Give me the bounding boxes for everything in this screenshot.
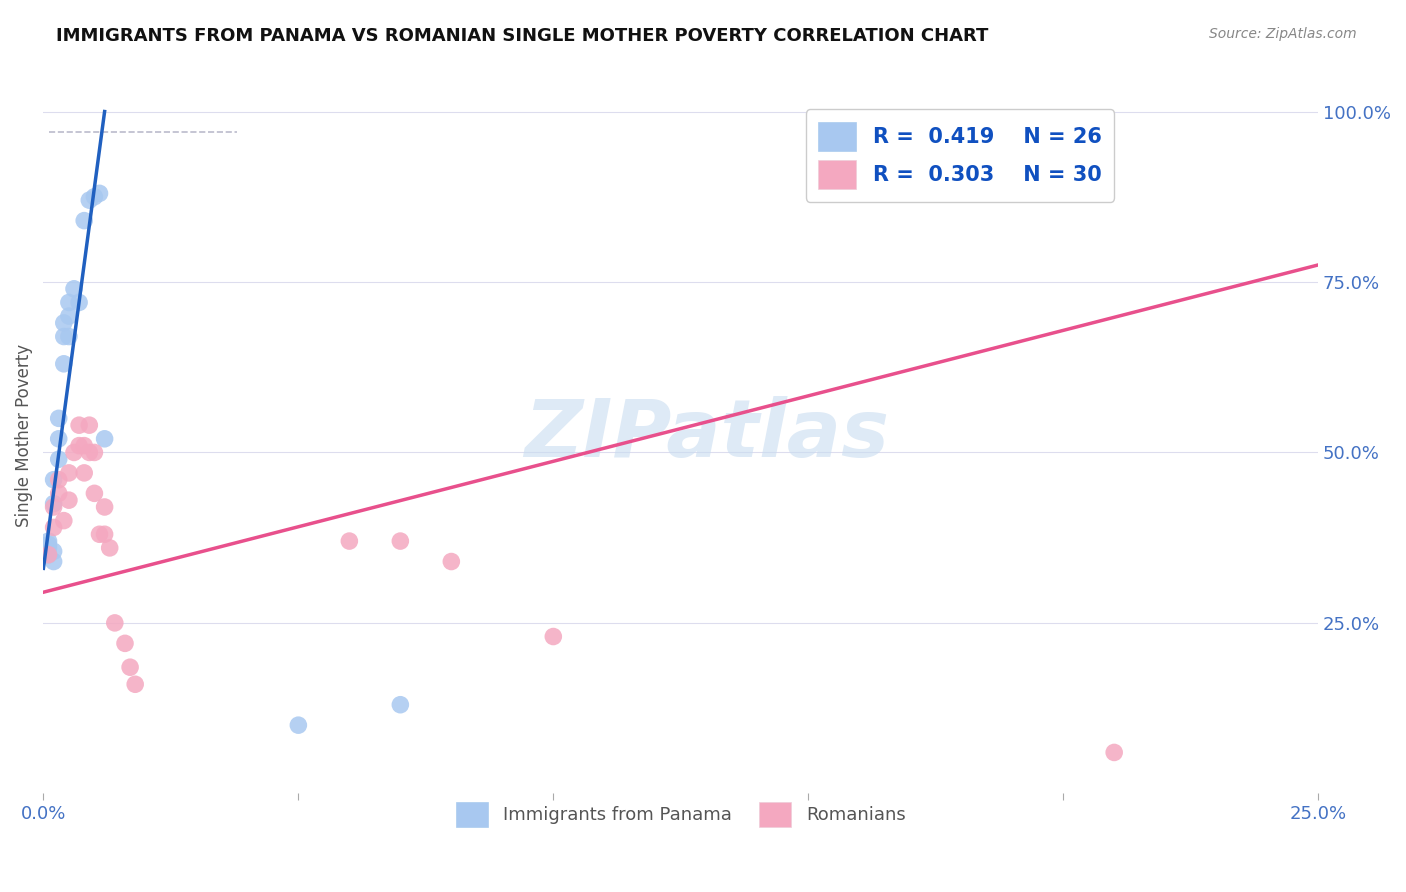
Legend: Immigrants from Panama, Romanians: Immigrants from Panama, Romanians xyxy=(449,795,912,834)
Point xyxy=(38,534,60,549)
Point xyxy=(89,186,111,201)
Point xyxy=(104,615,127,630)
Point xyxy=(124,677,146,691)
Point xyxy=(58,493,80,508)
Point xyxy=(42,520,65,534)
Text: IMMIGRANTS FROM PANAMA VS ROMANIAN SINGLE MOTHER POVERTY CORRELATION CHART: IMMIGRANTS FROM PANAMA VS ROMANIAN SINGL… xyxy=(56,27,988,45)
Point xyxy=(93,527,115,541)
Point xyxy=(337,534,360,549)
Point xyxy=(38,541,60,555)
Point xyxy=(543,630,565,644)
Point xyxy=(58,329,80,343)
Point xyxy=(48,473,70,487)
Point xyxy=(38,548,60,562)
Point xyxy=(58,309,80,323)
Point xyxy=(58,466,80,480)
Point xyxy=(389,698,412,712)
Point xyxy=(42,555,65,569)
Point xyxy=(42,497,65,511)
Point xyxy=(52,514,75,528)
Point xyxy=(83,190,105,204)
Point xyxy=(440,555,463,569)
Point xyxy=(48,432,70,446)
Point xyxy=(38,548,60,562)
Point xyxy=(63,282,86,296)
Point xyxy=(38,537,60,551)
Point xyxy=(42,544,65,558)
Point xyxy=(63,445,86,459)
Point xyxy=(114,636,136,650)
Point xyxy=(98,541,121,555)
Point xyxy=(67,439,90,453)
Point xyxy=(58,295,80,310)
Point xyxy=(79,445,101,459)
Y-axis label: Single Mother Poverty: Single Mother Poverty xyxy=(15,343,32,527)
Point xyxy=(73,213,96,227)
Point xyxy=(52,316,75,330)
Point xyxy=(79,418,101,433)
Point xyxy=(48,411,70,425)
Point xyxy=(83,486,105,500)
Point xyxy=(73,466,96,480)
Point xyxy=(52,329,75,343)
Point xyxy=(1102,746,1125,760)
Point xyxy=(48,452,70,467)
Point xyxy=(287,718,309,732)
Text: Source: ZipAtlas.com: Source: ZipAtlas.com xyxy=(1209,27,1357,41)
Point xyxy=(389,534,412,549)
Point xyxy=(67,418,90,433)
Point xyxy=(67,295,90,310)
Point xyxy=(83,445,105,459)
Point xyxy=(89,527,111,541)
Text: ZIPatlas: ZIPatlas xyxy=(524,396,889,475)
Point xyxy=(42,473,65,487)
Point xyxy=(120,660,142,674)
Point xyxy=(48,486,70,500)
Point xyxy=(93,432,115,446)
Point xyxy=(73,439,96,453)
Point xyxy=(42,500,65,514)
Point xyxy=(79,193,101,207)
Point xyxy=(93,500,115,514)
Point xyxy=(52,357,75,371)
